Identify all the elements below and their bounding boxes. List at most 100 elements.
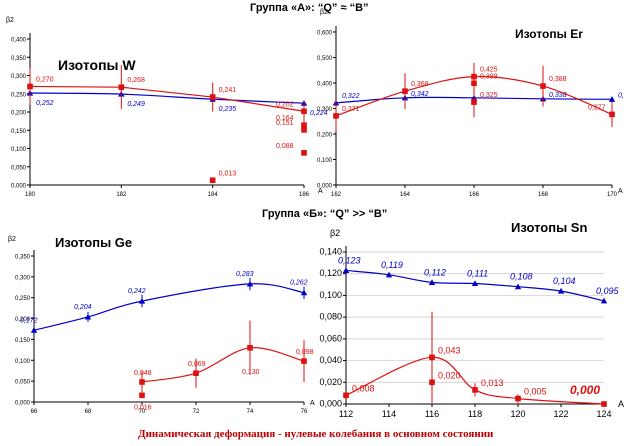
chart-2-x-tick-label: 72 xyxy=(193,409,200,415)
chart-0-data-label: 0,241 xyxy=(219,87,237,94)
chart-3-point-red xyxy=(515,395,521,402)
chart-2-point-red xyxy=(247,344,253,351)
chart-1-data-label: 0,342 xyxy=(411,91,429,98)
chart-1-point-red xyxy=(402,88,408,94)
chart-2-y-tick-label: 0,100 xyxy=(15,359,31,365)
chart-2-data-label: 0,016 xyxy=(134,404,152,411)
chart-2-y-tick-label: 0,350 xyxy=(15,255,31,261)
chart-0-y-tick-label: 0,400 xyxy=(11,38,27,44)
chart-1-y-tick-label: 0,300 xyxy=(317,107,333,113)
chart-1-x-tick-label: 170 xyxy=(607,192,618,198)
chart-3-data-label: 0,095 xyxy=(596,286,620,296)
chart-0-series-blue-line xyxy=(29,92,305,104)
chart-2-x-tick-label: 76 xyxy=(301,409,308,415)
chart-2-point-blue xyxy=(246,280,254,287)
chart-0-title: Изотопы W xyxy=(58,57,136,73)
chart-0-series-red-line xyxy=(29,85,305,112)
chart-3-title: Изотопы Sn xyxy=(511,220,587,235)
chart-2-series-blue-line xyxy=(33,283,305,331)
chart-0-y-tick-label: 0,250 xyxy=(11,92,27,98)
chart-0-data-label: 0,268 xyxy=(127,77,145,84)
chart-1-x-tick-label: 168 xyxy=(538,192,549,198)
chart-1-data-label: 0,325 xyxy=(480,92,498,99)
chart-2-series-red-line xyxy=(141,347,305,383)
chart-1-y-tick-label: 0,000 xyxy=(317,184,333,190)
chart-3-data-label: 0,123 xyxy=(338,255,361,265)
chart-0-point-red xyxy=(301,122,307,128)
chart-3-data-label: 0,005 xyxy=(524,387,547,397)
chart-0-point-red xyxy=(301,150,307,156)
chart-0-point-red xyxy=(118,84,125,90)
chart-2-data-label: 0,262 xyxy=(290,280,308,287)
chart-0-data-label: 0,224 xyxy=(310,110,328,117)
chart-3-y-tick-label: 0,000 xyxy=(319,399,342,409)
chart-1-x-tick-label: 164 xyxy=(400,192,411,198)
chart-2-title: Изотопы Ge xyxy=(55,235,132,250)
chart-2-point-red xyxy=(139,392,145,399)
chart-1-title: Изотопы Er xyxy=(515,27,583,41)
chart-2-y-tick-label: 0,200 xyxy=(15,317,31,323)
chart-1-point-red xyxy=(471,99,477,105)
chart-2-data-label: 0,098 xyxy=(296,349,314,356)
chart-2-y-tick-label: 0,000 xyxy=(15,401,31,407)
chart-0-data-label: 0,235 xyxy=(219,106,237,113)
chart-0-point-red xyxy=(27,83,33,90)
chart-1-data-label: 0,277 xyxy=(588,104,606,111)
chart-1-x-tick-label: 162 xyxy=(331,192,342,198)
chart-2-y-tick-label: 0,150 xyxy=(15,338,31,344)
chart-3-series-red-line xyxy=(345,356,605,405)
chart-2-point-red xyxy=(301,358,307,364)
chart-0-point-red xyxy=(301,108,307,115)
chart-2-data-label: 0,283 xyxy=(236,271,254,278)
chart-1-point-blue xyxy=(608,96,616,102)
chart-2-y-axis-label: β2 xyxy=(8,236,16,243)
chart-3-point-blue xyxy=(471,280,479,287)
chart-2-point-red xyxy=(139,379,145,385)
chart-2-point-red xyxy=(193,370,199,377)
chart-3-point-blue xyxy=(428,279,436,285)
chart-2-data-label: 0,130 xyxy=(242,369,260,376)
chart-3-data-label: 0,104 xyxy=(553,276,576,286)
chart-0-data-label: 0,151 xyxy=(276,120,294,127)
chart-2-point-blue xyxy=(84,313,92,320)
chart-3-point-blue xyxy=(514,283,522,290)
chart-2-y-tick-label: 0,250 xyxy=(15,296,31,302)
chart-3-data-label: 0,013 xyxy=(481,378,504,388)
chart-1-x-axis-label: A xyxy=(618,188,623,195)
chart-3-x-tick-label: 124 xyxy=(596,409,611,419)
chart-3-y-tick-label: 0,080 xyxy=(319,312,342,322)
chart-1-data-label: 0,388 xyxy=(549,76,567,83)
chart-0-data-label: 0,252 xyxy=(36,100,54,107)
chart-1-y-axis-label: β2 xyxy=(320,9,328,16)
chart-1-y-tick-label: 0,100 xyxy=(317,158,333,164)
chart-0-y-tick-label: 0,000 xyxy=(11,184,27,190)
chart-3-x-tick-label: 122 xyxy=(553,409,568,419)
chart-2-data-label: 0,172 xyxy=(20,317,38,324)
chart-2-x-axis-label: A xyxy=(310,400,315,407)
chart-3-y-tick-label: 0,120 xyxy=(319,268,342,278)
chart-0-x-tick-label: 182 xyxy=(116,192,127,198)
chart-0-y-tick-label: 0,100 xyxy=(11,147,27,153)
chart-1-data-label: 0,336 xyxy=(618,92,624,99)
chart-3-data-label: 0,111 xyxy=(467,268,488,278)
chart-1-data-label: 0,368 xyxy=(411,81,429,88)
chart-3-data-label: 0,008 xyxy=(352,383,375,393)
chart-0-y-axis-label: β2 xyxy=(6,17,14,24)
chart-2-point-blue xyxy=(300,289,308,296)
chart-0-point-red xyxy=(301,127,307,133)
chart-3-x-tick-label: 120 xyxy=(510,409,525,419)
chart-3-x-tick-label: 114 xyxy=(382,409,396,419)
chart-2-data-label: 0,242 xyxy=(128,288,146,295)
chart-2-y-tick-label: 0,050 xyxy=(15,380,31,386)
chart-3-point-blue xyxy=(385,271,393,278)
footer-caption: Динамическая деформация - нулевые колеба… xyxy=(138,428,494,440)
chart-3-x-tick-label: 112 xyxy=(339,409,353,419)
chart-1-y-tick-label: 0,400 xyxy=(317,82,333,88)
chart-0-data-label: 0,270 xyxy=(36,76,54,83)
chart-3-data-label: 0,000 xyxy=(570,383,600,397)
chart-0-point-red xyxy=(209,177,216,184)
chart-3-data-label: 0,020 xyxy=(438,370,461,380)
chart-0-y-tick-label: 0,300 xyxy=(11,74,27,80)
chart-0-x-axis-label: A xyxy=(318,188,323,195)
